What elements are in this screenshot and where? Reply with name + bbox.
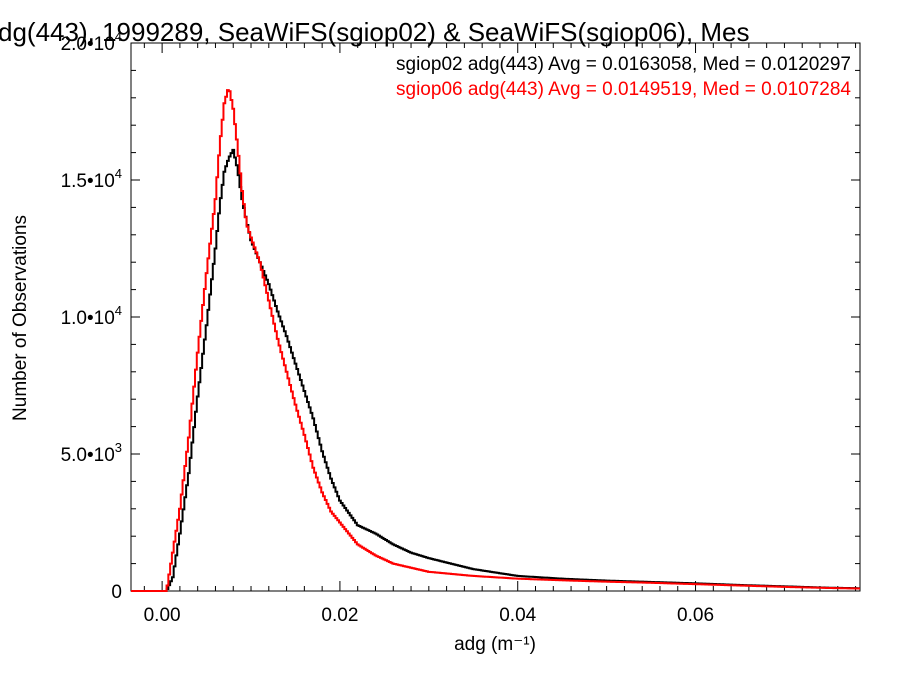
legend-entry: sgiop06 adg(443) Avg = 0.0149519, Med = … — [396, 79, 851, 100]
legend: sgiop02 adg(443) Avg = 0.0163058, Med = … — [396, 54, 851, 100]
x-tick-label: 0.02 — [321, 605, 358, 626]
x-tick-label: 0.04 — [499, 605, 536, 626]
x-tick-label: 0.00 — [144, 605, 181, 626]
chart-title: dg(443), 1999289, SeaWiFS(sgiop02) & Sea… — [0, 17, 749, 47]
x-axis: 0.00 0.02 0.04 0.06 — [144, 43, 857, 626]
y-tick-label: 1.5•104 — [61, 166, 122, 192]
plot-frame — [130, 42, 861, 592]
series-layer — [131, 89, 860, 592]
y-axis: 0 5.0•103 1.0•104 1.5•104 2.0•104 — [61, 29, 860, 603]
legend-entry: sgiop02 adg(443) Avg = 0.0163058, Med = … — [396, 54, 851, 75]
y-tick-label: 1.0•104 — [61, 303, 122, 329]
y-tick-label: 0 — [111, 582, 122, 603]
y-tick-label: 2.0•104 — [61, 29, 122, 55]
series-line — [131, 89, 860, 592]
series-line — [131, 148, 860, 592]
x-tick-label: 0.06 — [677, 605, 714, 626]
y-tick-label: 5.0•103 — [61, 440, 122, 466]
x-axis-label: adg (m⁻¹) — [454, 634, 536, 655]
y-axis-label: Number of Observations — [10, 215, 31, 421]
